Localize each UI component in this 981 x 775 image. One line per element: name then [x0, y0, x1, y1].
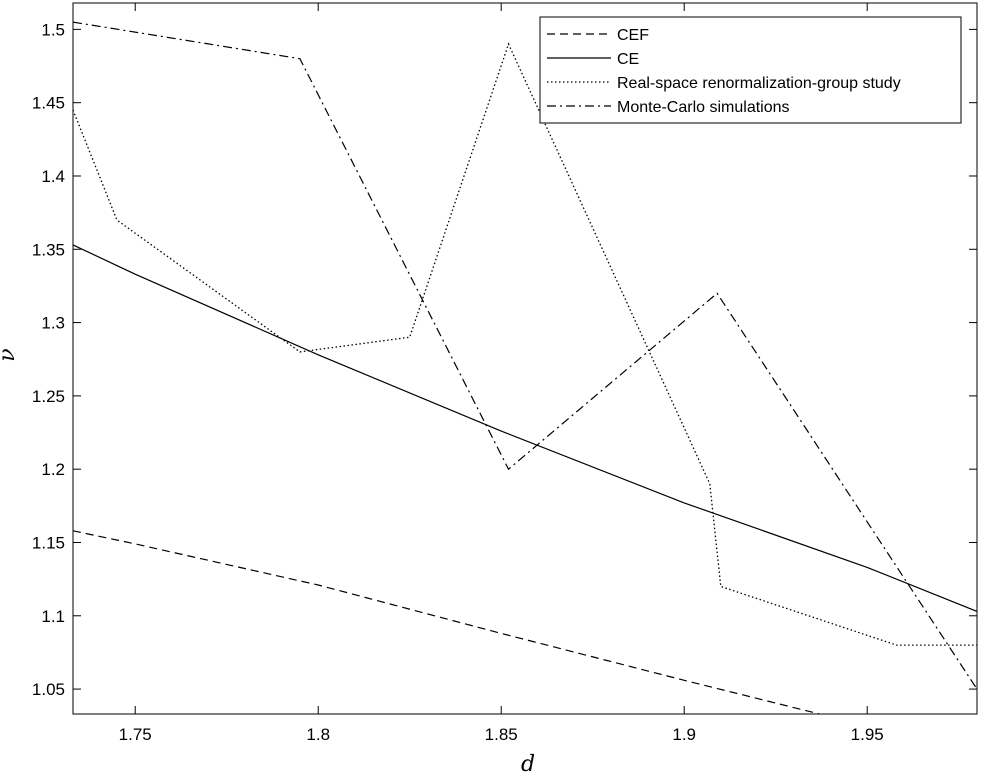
x-tick-label: 1.95 — [851, 725, 884, 744]
y-axis-label: ν — [0, 348, 20, 361]
y-tick-label: 1.3 — [41, 314, 65, 333]
legend-entry: CE — [617, 51, 639, 68]
plot-frame — [72, 2, 978, 715]
y-tick-label: 1.05 — [32, 680, 65, 699]
y-tick-label: 1.5 — [41, 20, 65, 39]
ticks-layer: 1.75 1.8 1.85 1.9 1.95 1.05 1.1 1.15 1.2 1.25 1.3 1… — [32, 3, 977, 744]
legend-box — [539, 16, 962, 124]
y-tick-label: 1.2 — [41, 460, 65, 479]
series-layer — [73, 21, 977, 714]
y-tick-label: 1.25 — [32, 387, 65, 406]
x-tick-label: 1.85 — [485, 725, 518, 744]
x-axis-label: d — [521, 752, 535, 775]
series-line-1 — [73, 530, 820, 714]
series-line-4 — [73, 21, 977, 690]
x-tick-label: 1.9 — [672, 725, 696, 744]
legend: CEF CE Real-space renormalization-group st… — [539, 16, 962, 124]
series-line-3 — [73, 42, 977, 646]
legend-entry: Monte-Carlo simulations — [617, 99, 790, 116]
y-tick-label: 1.1 — [41, 607, 65, 626]
y-tick-label: 1.4 — [41, 167, 65, 186]
y-tick-label: 1.15 — [32, 533, 65, 552]
x-tick-label: 1.8 — [306, 725, 330, 744]
x-tick-label: 1.75 — [119, 725, 152, 744]
legend-entry: Real-space renormalization-group study — [617, 75, 901, 92]
legend-entry: CEF — [617, 27, 649, 44]
y-tick-label: 1.35 — [32, 240, 65, 259]
series-line-2 — [73, 244, 977, 612]
y-tick-label: 1.45 — [32, 94, 65, 113]
